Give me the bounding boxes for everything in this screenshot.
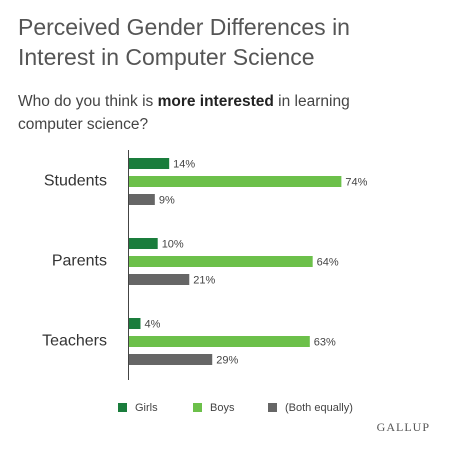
bar <box>129 274 190 285</box>
subtitle-text: Who do you think is <box>18 93 158 110</box>
value-label: 63% <box>314 336 336 348</box>
value-label: 74% <box>345 176 367 188</box>
value-label: 9% <box>159 194 175 206</box>
legend-swatch <box>118 403 127 412</box>
category-label: Parents <box>52 253 107 270</box>
subtitle-text: in learning computer science? <box>18 93 350 133</box>
value-label: 4% <box>144 318 160 330</box>
legend-label: (Both equally) <box>285 402 353 414</box>
chart-subtitle: Who do you think is more interested in l… <box>18 90 418 136</box>
bar <box>129 238 158 249</box>
legend-swatch <box>268 403 277 412</box>
chart-title: Perceived Gender Differences in Interest… <box>18 14 350 70</box>
value-label: 64% <box>317 256 339 268</box>
bar <box>129 176 342 187</box>
value-label: 14% <box>173 158 195 170</box>
bar <box>129 318 141 329</box>
value-label: 21% <box>193 274 215 286</box>
bar <box>129 256 313 267</box>
bar <box>129 194 155 205</box>
value-label: 29% <box>216 354 238 366</box>
legend-label: Girls <box>135 402 158 414</box>
source: GALLUP <box>377 420 430 434</box>
bar <box>129 354 213 365</box>
legend-label: Boys <box>210 402 235 414</box>
subtitle-emphasis: more interested <box>157 93 274 110</box>
category-label: Teachers <box>42 333 107 350</box>
bar <box>129 158 170 169</box>
bar <box>129 336 310 347</box>
legend-swatch <box>193 403 202 412</box>
category-label: Students <box>44 173 107 190</box>
value-label: 10% <box>162 238 184 250</box>
